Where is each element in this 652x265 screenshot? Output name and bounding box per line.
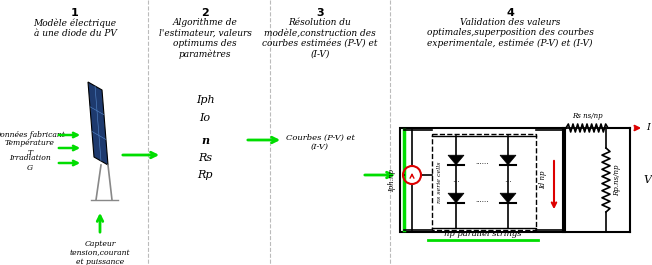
Bar: [432, 134, 536, 230]
Text: 1: 1: [71, 8, 79, 18]
Text: ......: ......: [475, 197, 489, 203]
Polygon shape: [448, 193, 464, 203]
Text: Validation des valeurs
optimales,superposition des courbes
experimentale, estimé: Validation des valeurs optimales,superpo…: [426, 18, 593, 48]
Text: 4: 4: [506, 8, 514, 18]
Text: Courbes (P-V) et
(I-V): Courbes (P-V) et (I-V): [286, 133, 355, 151]
Text: Capteur
tension,courant
et puissance: Capteur tension,courant et puissance: [70, 240, 130, 265]
Text: 3: 3: [316, 8, 324, 18]
Text: I: I: [646, 123, 650, 132]
Polygon shape: [500, 193, 516, 203]
Text: 2: 2: [201, 8, 209, 18]
Text: Résolution du
modèle,construction des
courbes estimées (P-V) et
(I-V): Résolution du modèle,construction des co…: [262, 18, 378, 58]
Bar: [400, 128, 565, 232]
Text: Température
T: Température T: [5, 139, 55, 157]
Text: Données fabricant: Données fabricant: [0, 131, 65, 139]
Text: Iph: Iph: [196, 95, 215, 105]
Text: Io: Io: [200, 113, 211, 123]
Polygon shape: [448, 155, 464, 165]
Text: Rs ns/np: Rs ns/np: [572, 112, 602, 120]
Text: Irradiation
G: Irradiation G: [9, 154, 51, 172]
Text: ns serie cells: ns serie cells: [437, 161, 442, 203]
Text: n: n: [201, 135, 209, 145]
Text: ...: ...: [504, 174, 512, 183]
Text: ...: ...: [452, 174, 460, 183]
Text: Algorithme de
l'estimateur, valeurs
optimums des
paramètres: Algorithme de l'estimateur, valeurs opti…: [158, 18, 252, 59]
Text: np parallel strings: np parallel strings: [444, 230, 522, 238]
Text: ......: ......: [475, 159, 489, 165]
Text: V: V: [643, 175, 651, 185]
Text: Rp.ns/np: Rp.ns/np: [613, 164, 621, 196]
Text: Iph.np: Iph.np: [388, 169, 396, 192]
Polygon shape: [500, 155, 516, 165]
Polygon shape: [88, 82, 108, 165]
Text: Modèle électrique
à une diode du PV: Modèle électrique à une diode du PV: [33, 18, 117, 38]
Text: Rp: Rp: [198, 170, 213, 180]
Text: Id np: Id np: [539, 171, 547, 189]
Text: Rs: Rs: [198, 153, 212, 163]
